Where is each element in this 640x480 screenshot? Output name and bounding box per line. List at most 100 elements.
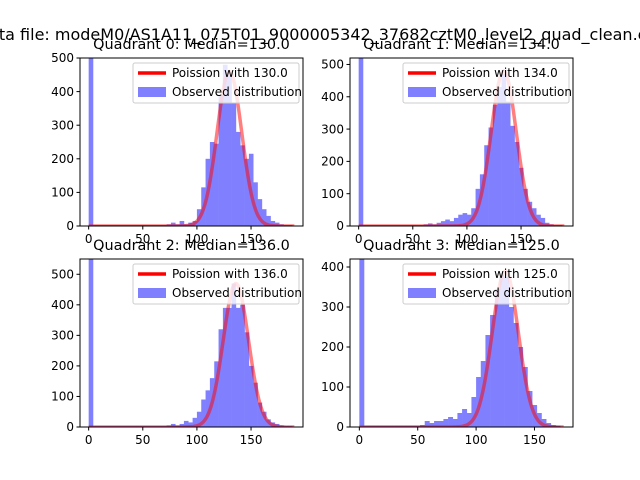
histogram-bar <box>488 127 494 226</box>
y-tick-label: 500 <box>51 51 74 65</box>
histogram-bar <box>522 367 528 427</box>
histogram-bar <box>205 390 211 427</box>
histogram-bar <box>504 277 510 427</box>
y-tick-label: 100 <box>321 380 344 394</box>
histogram-bar <box>253 382 258 427</box>
histogram-bar <box>359 259 365 427</box>
histogram-bar <box>183 420 189 427</box>
histogram-bar <box>209 142 215 226</box>
y-tick-label: 400 <box>321 260 344 274</box>
histogram-bar <box>457 413 463 427</box>
legend: Poission with 134.0 Observed distribution <box>402 62 572 104</box>
x-tick-label: 50 <box>135 232 150 246</box>
histogram-bar <box>235 131 241 226</box>
x-tick-label: 100 <box>465 433 488 447</box>
legend-bar-swatch <box>408 87 436 97</box>
histogram-bar <box>494 289 500 427</box>
histogram-bar <box>471 397 477 427</box>
x-tick-label: 50 <box>410 433 425 447</box>
histogram-bar <box>523 188 528 226</box>
legend-curve-label: Poission with 125.0 <box>442 267 558 281</box>
panel-quadrant-2: 0 50 100 150 0 100 200 300 400 500 Quadrant 2: Med… <box>51 238 304 447</box>
histogram-bar <box>536 214 541 226</box>
histogram-bar <box>497 87 502 226</box>
x-tick-label: 0 <box>85 232 93 246</box>
histogram-bar <box>257 199 263 226</box>
histogram-bar <box>484 145 489 226</box>
histogram-bar <box>257 402 263 427</box>
histogram-bar <box>499 275 505 427</box>
histogram-bar <box>179 220 185 226</box>
axes-frame <box>79 258 304 428</box>
histogram-bar <box>453 217 459 226</box>
histogram-bar <box>192 417 198 427</box>
histogram-bar <box>443 419 449 427</box>
histogram-bar <box>513 323 519 427</box>
histogram-bar <box>527 391 533 427</box>
y-tick-label: 400 <box>321 90 344 104</box>
histogram-bar <box>244 332 250 427</box>
histogram-bar <box>518 167 524 226</box>
figure-suptitle: Data file: modeM0/AS1A11_075T01_90000053… <box>0 25 640 45</box>
histogram-bar <box>458 214 463 226</box>
histogram-bar <box>218 94 224 226</box>
y-tick-label: 300 <box>51 118 74 132</box>
legend-box <box>132 62 300 104</box>
histogram-bar <box>214 143 219 226</box>
x-tick-label: 0 <box>356 433 364 447</box>
histogram-bar <box>505 101 511 226</box>
histogram-bar <box>201 399 206 427</box>
histogram-bar <box>222 64 228 226</box>
histogram-bar <box>479 174 485 226</box>
x-tick-label: 50 <box>405 232 420 246</box>
legend-box <box>132 263 300 305</box>
y-tick-label: 200 <box>321 155 344 169</box>
x-tick-label: 100 <box>185 232 208 246</box>
x-tick-label: 150 <box>240 433 263 447</box>
y-tick-label: 500 <box>321 58 344 72</box>
histogram-bar <box>270 220 276 226</box>
y-tick-label: 200 <box>51 359 74 373</box>
y-tick-label: 300 <box>321 300 344 314</box>
histogram-bar <box>440 221 446 226</box>
x-tick-label: 150 <box>240 232 263 246</box>
histogram-bar <box>261 209 267 226</box>
poisson-curve <box>357 69 566 226</box>
histogram-bar <box>485 335 491 427</box>
histogram-bar <box>462 409 468 427</box>
histogram-bar <box>445 219 450 226</box>
axes-frame <box>349 258 574 428</box>
axes-frame <box>349 57 574 227</box>
histogram-bar <box>510 125 515 226</box>
histogram-bar <box>540 217 546 226</box>
histogram-bar <box>231 103 237 226</box>
histogram-bar <box>240 304 245 427</box>
legend: Poission with 136.0 Observed distribution <box>132 263 302 305</box>
histogram-bar <box>541 419 547 427</box>
histogram-bar <box>514 142 520 226</box>
histogram-bar <box>358 58 364 226</box>
panel-title: Quadrant 1: Median=134.0 <box>363 37 560 53</box>
y-tick-label: 100 <box>51 186 74 200</box>
histogram-bar <box>227 307 232 427</box>
legend: Poission with 125.0 Observed distribution <box>402 263 572 305</box>
histogram-bar <box>244 158 250 226</box>
histogram-bar <box>434 421 440 427</box>
histogram-bar <box>266 215 271 226</box>
legend-curve-label: Poission with 136.0 <box>172 267 288 281</box>
histogram-bar <box>196 411 202 427</box>
legend-box <box>402 263 570 305</box>
histogram-bar <box>235 307 241 427</box>
y-tick-label: 300 <box>51 329 74 343</box>
histogram-bar <box>231 283 237 427</box>
x-tick-label: 0 <box>355 232 363 246</box>
y-tick-label: 200 <box>321 340 344 354</box>
poisson-curve <box>358 269 565 427</box>
histogram-bar <box>527 201 533 226</box>
histogram-bar <box>88 259 94 427</box>
x-tick-label: 100 <box>455 232 478 246</box>
y-tick-label: 300 <box>321 122 344 136</box>
poisson-curve <box>87 281 296 427</box>
histogram-bar <box>240 145 245 226</box>
